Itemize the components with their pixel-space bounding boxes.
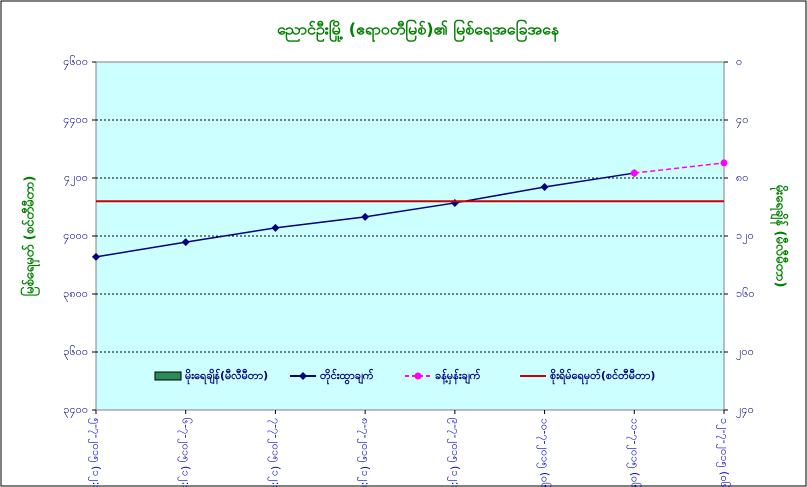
legend-label: မိုးရေချိန်(မီလီမီတာ) bbox=[185, 368, 268, 385]
y2-tick-label: ၁၂၀ bbox=[736, 229, 754, 244]
x-tick-label: ၈-၇-၂၀၁၅ (၁၂:၀၀) bbox=[357, 418, 372, 487]
point bbox=[540, 182, 549, 191]
y2-tick-label: ၈၀ bbox=[736, 171, 748, 184]
y2-axis-label: မိုးရေချိန် (မီလီမီတာ) bbox=[770, 185, 790, 288]
x-tick-label: ၁၂-၇-၂၀၁၅ (၀၆:၀၀) bbox=[716, 418, 731, 487]
y-tick-label: ၄၀၀၀ bbox=[63, 229, 88, 244]
y-tick-label: ၃၄၀၀ bbox=[63, 403, 88, 418]
series-line bbox=[634, 162, 725, 174]
point bbox=[361, 212, 370, 221]
y-tick-label: ၃၈၀၀ bbox=[63, 287, 88, 302]
point bbox=[92, 252, 100, 261]
legend-swatch bbox=[154, 371, 182, 381]
legend-label: ခန့်မှန်းချက် bbox=[435, 368, 481, 385]
y2-tick-label: ၁၆၀ bbox=[736, 287, 755, 300]
legend-label: စိုးရိမ်ရေမှတ်(စင်တီမီတာ) bbox=[550, 368, 655, 385]
y2-tick-label: ၂၀၀ bbox=[736, 345, 754, 360]
point bbox=[630, 169, 638, 177]
y-tick-label: ၄၆၀၀ bbox=[63, 55, 88, 70]
x-tick-label: ၆-၇-၂၀၁၅ (၁၂:၀၀) bbox=[178, 418, 193, 487]
x-tick-label: ၅-၇-၂၀၁၅ (၁၂:၀၀) bbox=[88, 418, 103, 487]
point bbox=[720, 159, 728, 167]
legend-marker bbox=[299, 372, 307, 380]
point bbox=[181, 238, 190, 247]
y-tick-label: ၄၄၀၀ bbox=[63, 113, 88, 128]
x-tick-label: ၇-၇-၂၀၁၅ (၁၂:၀၀) bbox=[267, 418, 282, 487]
legend-marker bbox=[414, 372, 422, 380]
y-axis-label: မြစ်ရေမှတ် (စင်တီမီတာ) bbox=[20, 176, 41, 297]
y-tick-label: ၄၂၀၀ bbox=[64, 171, 88, 186]
y2-tick-label: ၀ bbox=[736, 55, 742, 68]
y-tick-label: ၃၆၀၀ bbox=[63, 345, 88, 360]
x-tick-label: ၁၀-၇-၂၀၁၅ (၀၆:၀၀) bbox=[537, 418, 552, 487]
x-tick-label: ၉-၇-၂၀၁၅ (၁၂:၀၀) bbox=[447, 418, 462, 487]
point bbox=[271, 223, 280, 232]
legend-label: တိုင်းထွာချက် bbox=[320, 368, 374, 385]
x-tick-label: ၁၁-၇-၂၀၁၅ (၀၆:၀၀) bbox=[626, 418, 641, 487]
y2-tick-label: ၄၀ bbox=[736, 113, 748, 128]
y2-tick-label: ၂၄၀ bbox=[736, 403, 754, 418]
